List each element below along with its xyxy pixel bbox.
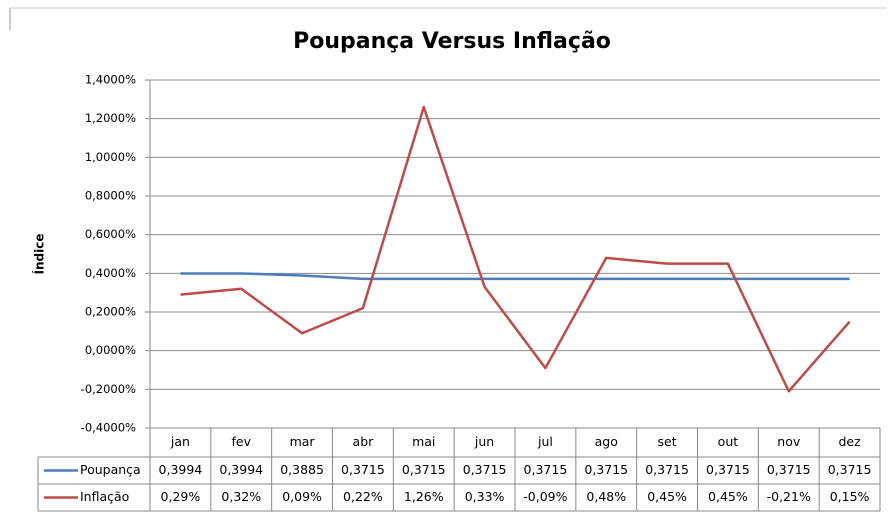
- table-value: 0,3885: [280, 462, 324, 477]
- table-value: 0,15%: [830, 489, 870, 504]
- table-value: 0,3715: [341, 462, 385, 477]
- table-value: 0,3715: [645, 462, 689, 477]
- table-value: -0,09%: [523, 489, 567, 504]
- y-tick-label: 0,4000%: [85, 266, 136, 280]
- legend-label: Inflação: [80, 489, 129, 504]
- x-tick-label: abr: [353, 434, 375, 449]
- table-value: 1,26%: [404, 489, 444, 504]
- table-value: 0,45%: [708, 489, 748, 504]
- table-value: 0,3715: [828, 462, 872, 477]
- y-tick-label: 1,0000%: [85, 150, 136, 164]
- x-tick-label: jul: [537, 434, 553, 449]
- x-tick-label: jan: [170, 434, 190, 449]
- x-tick-label: mar: [290, 434, 316, 449]
- x-tick-label: set: [658, 434, 677, 449]
- table-value: -0,21%: [767, 489, 811, 504]
- y-axis-label: Índice: [32, 234, 47, 275]
- table-value: 0,3715: [402, 462, 446, 477]
- x-tick-label: fev: [232, 434, 252, 449]
- y-tick-label: -0,4000%: [81, 421, 136, 435]
- table-value: 0,09%: [282, 489, 322, 504]
- table-value: 0,3994: [159, 462, 203, 477]
- y-tick-label: 1,4000%: [85, 73, 136, 87]
- x-tick-label: out: [718, 434, 739, 449]
- table-value: 0,32%: [221, 489, 261, 504]
- table-value: 0,3715: [706, 462, 750, 477]
- x-tick-label: dez: [838, 434, 861, 449]
- table-value: 0,3994: [219, 462, 263, 477]
- table-value: 0,45%: [647, 489, 687, 504]
- x-tick-label: nov: [777, 434, 801, 449]
- x-tick-label: ago: [595, 434, 618, 449]
- series-line: [180, 272, 850, 281]
- y-tick-label: 1,2000%: [85, 111, 136, 125]
- x-tick-label: mai: [412, 434, 435, 449]
- table-value: 0,29%: [161, 489, 201, 504]
- y-tick-label: 0,6000%: [85, 227, 136, 241]
- y-tick-label: 0,8000%: [85, 189, 136, 203]
- table-value: 0,3715: [463, 462, 507, 477]
- y-tick-label: -0,2000%: [81, 382, 136, 396]
- table-value: 0,3715: [524, 462, 568, 477]
- table-value: 0,3715: [767, 462, 811, 477]
- chart-title: Poupança Versus Inflação: [293, 29, 611, 54]
- legend-label: Poupança: [80, 462, 141, 477]
- y-tick-label: 0,2000%: [85, 305, 136, 319]
- y-tick-label: 0,0000%: [85, 343, 136, 357]
- table-value: 0,48%: [586, 489, 626, 504]
- x-tick-label: jun: [474, 434, 494, 449]
- series-line: [180, 105, 851, 393]
- table-value: 0,33%: [465, 489, 505, 504]
- table-value: 0,22%: [343, 489, 383, 504]
- table-value: 0,3715: [584, 462, 628, 477]
